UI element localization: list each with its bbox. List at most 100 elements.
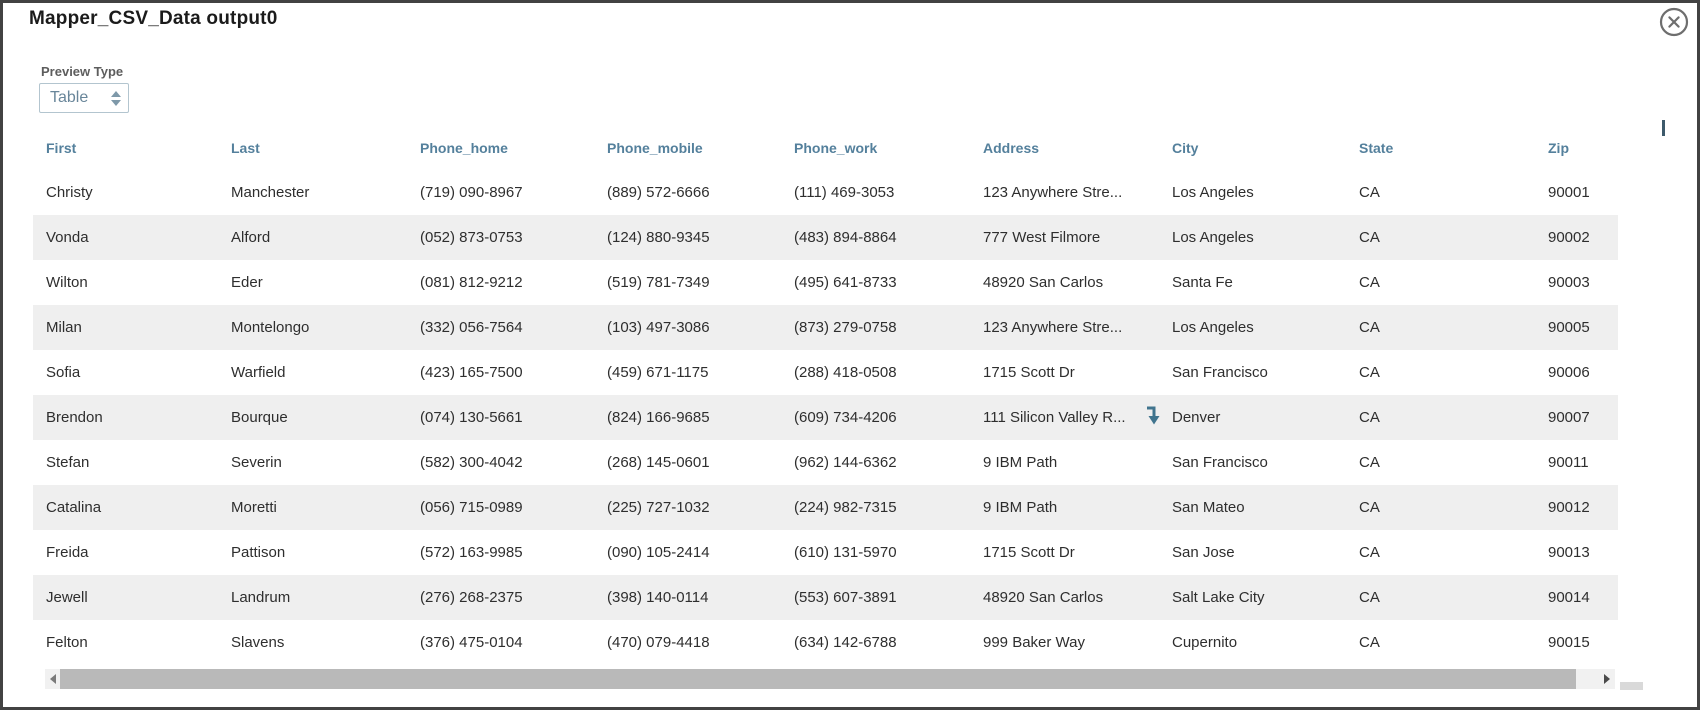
- scroll-left-button[interactable]: [45, 669, 60, 689]
- table-cell: 90001: [1548, 184, 1590, 201]
- vertical-scrollbar-thumb[interactable]: [1662, 120, 1665, 136]
- table-cell: 48920 San Carlos: [983, 589, 1104, 606]
- table-cell: San Francisco: [1172, 364, 1268, 381]
- table-row: Jewell Landrum (276) 268-2375 (398) 140-011…: [33, 575, 1618, 620]
- preview-type-label: Preview Type: [41, 64, 124, 79]
- table-cell: CA: [1359, 634, 1380, 651]
- preview-type-select[interactable]: Table: [39, 83, 129, 113]
- table-cell: 90015: [1548, 634, 1590, 651]
- table-cell: CA: [1359, 454, 1380, 471]
- table-cell: 90013: [1548, 544, 1590, 561]
- column-header-phone_work: Phone_work: [794, 139, 878, 156]
- table-body: Christy Manchester (719) 090-8967 (889) 572…: [33, 170, 1618, 665]
- table-cell: (519) 781-7349: [607, 274, 710, 291]
- table-cell: Wilton: [46, 274, 88, 291]
- table-row: Milan Montelongo (332) 056-7564 (103) 497-3…: [33, 305, 1618, 350]
- table-cell: Montelongo: [231, 319, 310, 336]
- table-cell: (824) 166-9685: [607, 409, 710, 426]
- table-cell: CA: [1359, 319, 1380, 336]
- table-cell: San Francisco: [1172, 454, 1268, 471]
- table-cell: Santa Fe: [1172, 274, 1233, 291]
- table-cell: CA: [1359, 364, 1380, 381]
- table-cell: 90014: [1548, 589, 1590, 606]
- table-cell: Los Angeles: [1172, 319, 1254, 336]
- table-cell: 90007: [1548, 409, 1590, 426]
- scrollbar-corner: [1620, 682, 1643, 690]
- table-row: Stefan Severin (582) 300-4042 (268) 145-060…: [33, 440, 1618, 485]
- column-header-phone_mobile: Phone_mobile: [607, 139, 703, 156]
- table-cell: (459) 671-1175: [607, 364, 709, 381]
- table-cell: CA: [1359, 544, 1380, 561]
- table-cell: (090) 105-2414: [607, 544, 710, 561]
- table-cell: (609) 734-4206: [794, 409, 897, 426]
- table-cell: (224) 982-7315: [794, 499, 897, 516]
- table-cell: Sofia: [46, 364, 81, 381]
- table-row: Felton Slavens (376) 475-0104 (470) 079-441…: [33, 620, 1618, 665]
- table-cell: (052) 873-0753: [420, 229, 523, 246]
- table-cell: Eder: [231, 274, 263, 291]
- table-row: Christy Manchester (719) 090-8967 (889) 572…: [33, 170, 1618, 215]
- table-cell: Denver: [1172, 409, 1221, 426]
- table-cell: Moretti: [231, 499, 277, 516]
- table-cell: (056) 715-0989: [420, 499, 523, 516]
- table-cell: CA: [1359, 184, 1380, 201]
- table-cell: 90006: [1548, 364, 1590, 381]
- table-cell: Severin: [231, 454, 282, 471]
- table-header-row: First Last Phone_home Phone_mobile Phone_wor…: [33, 125, 1618, 170]
- table-cell: (225) 727-1032: [607, 499, 710, 516]
- table-cell: 123 Anywhere Stre...: [983, 319, 1123, 336]
- table-cell: 90012: [1548, 499, 1590, 516]
- column-header-first: First: [46, 139, 77, 156]
- table-cell: Slavens: [231, 634, 285, 651]
- table-cell: Alford: [231, 229, 271, 246]
- column-header-state: State: [1359, 139, 1394, 156]
- table-cell: 9 IBM Path: [983, 499, 1058, 516]
- table-cell: Los Angeles: [1172, 184, 1254, 201]
- preview-table: First Last Phone_home Phone_mobile Phone_wor…: [33, 125, 1618, 665]
- table-row: Sofia Warfield (423) 165-7500 (459) 671-117…: [33, 350, 1618, 395]
- close-button[interactable]: [1658, 6, 1690, 38]
- table-cell: CA: [1359, 229, 1380, 246]
- table-cell: 1715 Scott Dr: [983, 364, 1075, 381]
- data-preview-table-container: First Last Phone_home Phone_mobile Phone_wor…: [33, 125, 1618, 665]
- triangle-right-icon: [1603, 674, 1610, 684]
- table-row: Catalina Moretti (056) 715-0989 (225) 727-1…: [33, 485, 1618, 530]
- table-cell: Cupernito: [1172, 634, 1238, 651]
- table-cell: Freida: [46, 544, 89, 561]
- table-row: Freida Pattison (572) 163-9985 (090) 105-24…: [33, 530, 1618, 575]
- table-row: Vonda Alford (052) 873-0753 (124) 880-9345 (…: [33, 215, 1618, 260]
- table-cell: CA: [1359, 499, 1380, 516]
- table-cell: (470) 079-4418: [607, 634, 710, 651]
- table-cell: Jewell: [46, 589, 88, 606]
- horizontal-scrollbar[interactable]: [45, 669, 1615, 689]
- table-row: Brendon Bourque (074) 130-5661 (824) 166-96…: [33, 395, 1618, 440]
- table-cell: Manchester: [231, 184, 310, 201]
- table-cell: San Mateo: [1172, 499, 1245, 516]
- table-cell: (074) 130-5661: [420, 409, 523, 426]
- table-cell: (376) 475-0104: [420, 634, 523, 651]
- column-header-address: Address: [983, 139, 1040, 156]
- table-cell: Landrum: [231, 589, 291, 606]
- table-cell: 999 Baker Way: [983, 634, 1085, 651]
- table-cell: Felton: [46, 634, 88, 651]
- table-cell: (124) 880-9345: [607, 229, 710, 246]
- horizontal-scrollbar-thumb[interactable]: [60, 669, 1576, 689]
- scroll-right-button[interactable]: [1598, 669, 1615, 689]
- table-cell: 1715 Scott Dr: [983, 544, 1075, 561]
- table-cell: Stefan: [46, 454, 90, 471]
- column-header-zip: Zip: [1548, 139, 1569, 156]
- column-header-phone_home: Phone_home: [420, 139, 508, 156]
- table-cell: 111 Silicon Valley R...: [983, 409, 1126, 426]
- table-cell: (610) 131-5970: [794, 544, 897, 561]
- column-header-city: City: [1172, 139, 1199, 156]
- preview-type-selected-value: Table: [50, 89, 89, 106]
- table-cell: (495) 641-8733: [794, 274, 897, 291]
- table-cell: Brendon: [46, 409, 103, 426]
- table-cell: (889) 572-6666: [607, 184, 710, 201]
- up-down-arrows-icon: [111, 90, 121, 106]
- table-cell: (962) 144-6362: [794, 454, 897, 471]
- table-cell: 90003: [1548, 274, 1590, 291]
- table-cell: (398) 140-0114: [607, 589, 709, 606]
- table-cell: (582) 300-4042: [420, 454, 523, 471]
